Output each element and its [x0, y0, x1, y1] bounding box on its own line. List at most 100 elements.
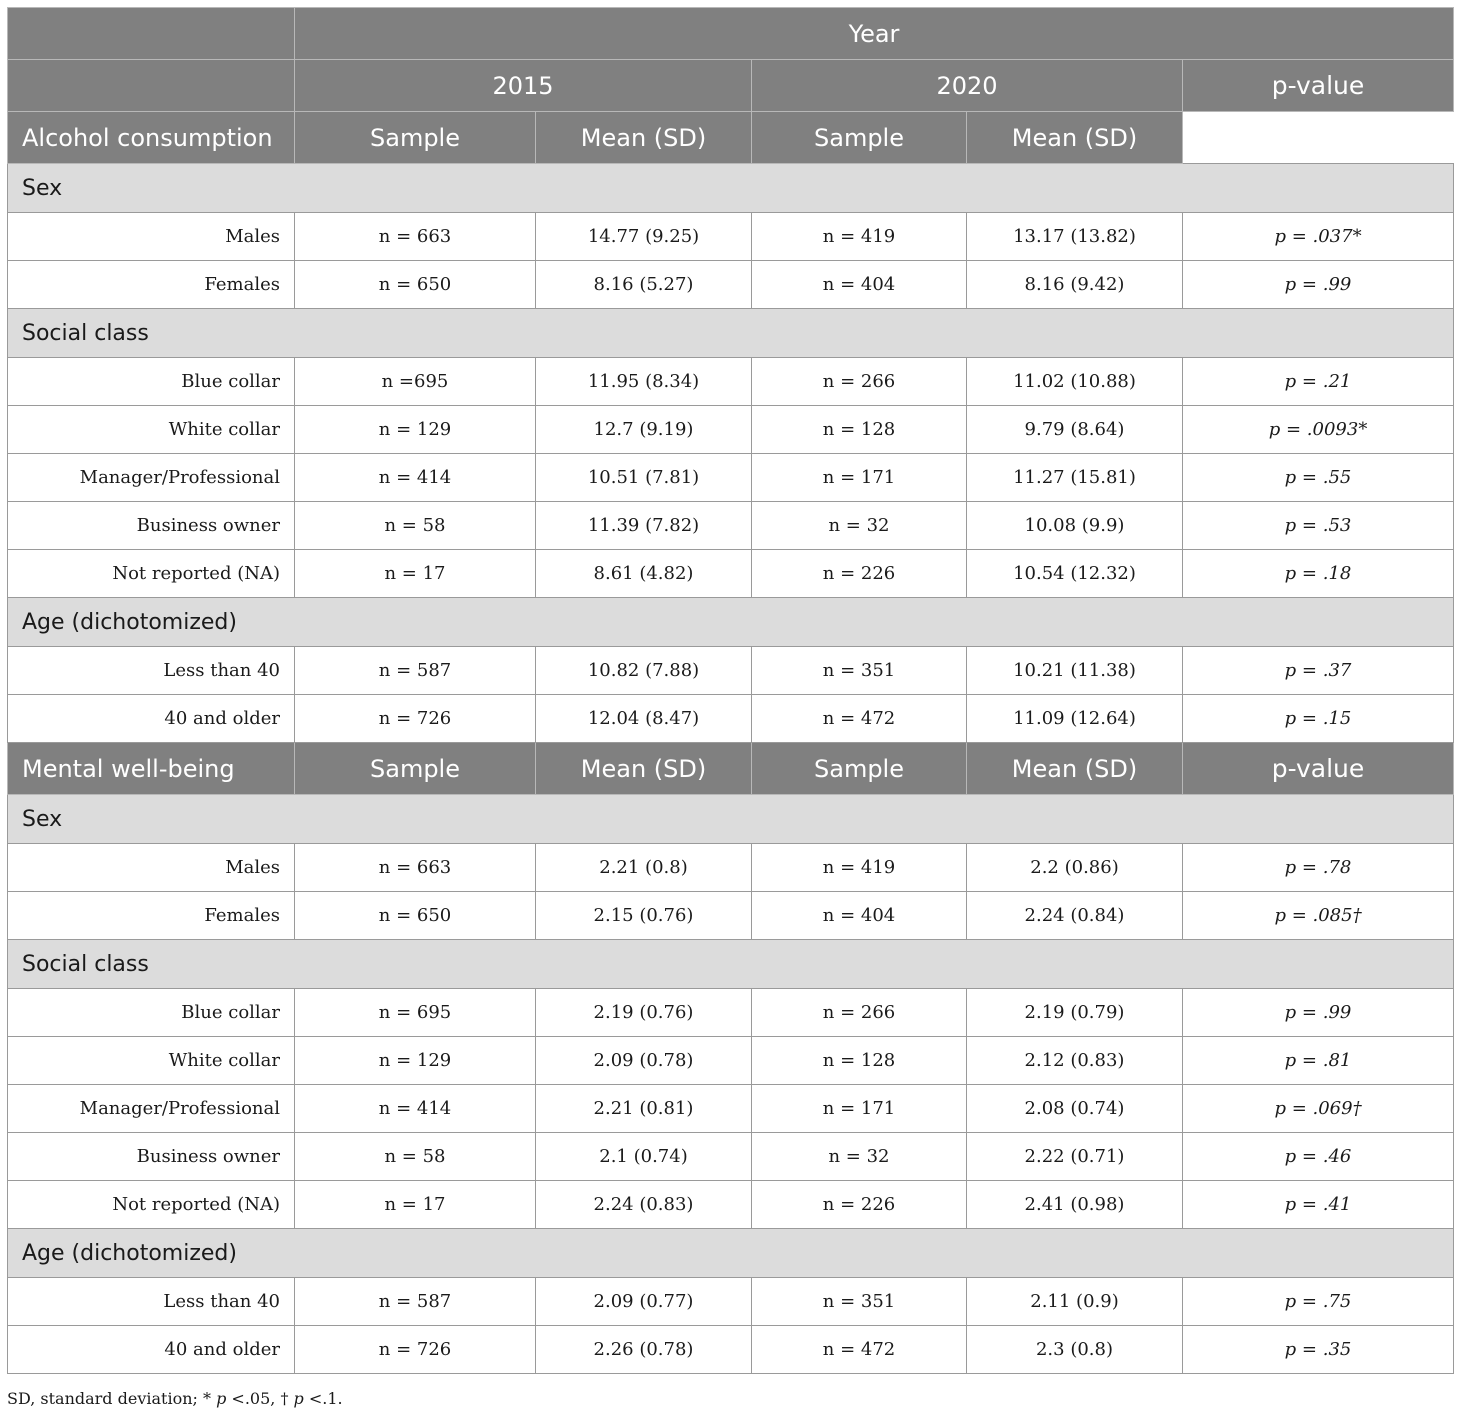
mean-sd-2020: 2.19 (0.79) [966, 988, 1183, 1037]
p-value: p = .37 [1181, 646, 1455, 695]
sample-2015: n = 695 [294, 988, 536, 1037]
mean-sd-2015: 8.61 (4.82) [535, 549, 752, 598]
sample-2015: n = 58 [294, 1132, 536, 1181]
table-row: Females n = 650 8.16 (5.27) n = 404 8.16 (9.… [7, 260, 1455, 309]
col-sample-2015: Sample [294, 111, 536, 164]
sample-2015: n = 650 [294, 260, 536, 309]
p-value: p = .55 [1181, 453, 1455, 502]
p-value: p = .53 [1181, 501, 1455, 550]
p-value: p = .75 [1181, 1277, 1455, 1326]
header-p-value: p-value [1181, 59, 1455, 112]
row-label: Blue collar [7, 357, 295, 406]
mean-sd-2020: 2.22 (0.71) [966, 1132, 1183, 1181]
table-row: Males n = 663 14.77 (9.25) n = 419 13.17 (13… [7, 212, 1455, 261]
row-label: Manager/Professional [7, 1084, 295, 1133]
p-value: p = .99 [1181, 988, 1455, 1037]
sample-2020: n = 32 [751, 1132, 967, 1181]
table-row: Manager/Professional n = 414 10.51 (7.81) n… [7, 453, 1455, 502]
row-label: Not reported (NA) [7, 549, 295, 598]
group-row: Social class [6, 308, 1455, 358]
mean-sd-2015: 2.21 (0.81) [535, 1084, 752, 1133]
section-header-row: Alcohol consumption Sample Mean (SD) Sample… [7, 111, 1454, 164]
sample-2015: n = 58 [294, 501, 536, 550]
mean-sd-2020: 2.3 (0.8) [966, 1325, 1183, 1374]
table-row: Males n = 663 2.21 (0.8) n = 419 2.2 (0.86) p… [7, 843, 1455, 892]
sample-2020: n = 266 [751, 357, 967, 406]
table-row: Less than 40 n = 587 2.09 (0.77) n = 351 2.1… [7, 1277, 1455, 1326]
section-header-row: Mental well-being Sample Mean (SD) Sample Me… [7, 742, 1455, 795]
header-2015: 2015 [294, 59, 752, 112]
col-mean-sd-2015: Mean (SD) [535, 111, 752, 164]
mean-sd-2020: 11.27 (15.81) [966, 453, 1183, 502]
p-value: p = .037* [1181, 212, 1455, 261]
table-row: Not reported (NA) n = 17 8.61 (4.82) n = 22… [7, 549, 1455, 598]
sample-2015: n = 726 [294, 694, 536, 743]
sample-2015: n = 129 [294, 1036, 536, 1085]
mean-sd-2015: 2.15 (0.76) [535, 891, 752, 940]
mean-sd-2015: 8.16 (5.27) [535, 260, 752, 309]
sample-2015: n = 414 [294, 453, 536, 502]
header-row-years: 2015 2020 p-value [7, 59, 1455, 112]
sample-2020: n = 32 [751, 501, 967, 550]
p-value: p = .18 [1181, 549, 1455, 598]
table-row: White collar n = 129 2.09 (0.78) n = 128 2.1… [7, 1036, 1455, 1085]
table-row: Blue collar n =695 11.95 (8.34) n = 266 11.0… [7, 357, 1455, 406]
p-value: p = .81 [1181, 1036, 1455, 1085]
row-label: 40 and older [7, 1325, 295, 1374]
sample-2020: n = 266 [751, 988, 967, 1037]
mean-sd-2020: 2.41 (0.98) [966, 1180, 1183, 1229]
sample-2015: n = 587 [294, 1277, 536, 1326]
sample-2015: n = 587 [294, 646, 536, 695]
group-label: Social class [6, 939, 1455, 989]
row-label: Not reported (NA) [7, 1180, 295, 1229]
p-value: p = .0093* [1181, 405, 1455, 454]
mean-sd-2020: 2.2 (0.86) [966, 843, 1183, 892]
col-sample-2020: Sample [751, 742, 967, 795]
sample-2020: n = 419 [751, 843, 967, 892]
p-value: p = .15 [1181, 694, 1455, 743]
table-row: Not reported (NA) n = 17 2.24 (0.83) n = 22… [7, 1180, 1455, 1229]
row-label: Females [7, 891, 295, 940]
row-label: Less than 40 [7, 1277, 295, 1326]
mean-sd-2020: 10.08 (9.9) [966, 501, 1183, 550]
sample-2020: n = 472 [751, 694, 967, 743]
sample-2015: n = 17 [294, 1180, 536, 1229]
group-row: Sex [6, 794, 1455, 844]
row-label: Business owner [7, 501, 295, 550]
row-label: Females [7, 260, 295, 309]
mean-sd-2015: 12.7 (9.19) [535, 405, 752, 454]
sample-2020: n = 226 [751, 1180, 967, 1229]
mean-sd-2015: 2.19 (0.76) [535, 988, 752, 1037]
col-mean-sd-2015: Mean (SD) [535, 742, 752, 795]
group-row: Social class [6, 939, 1455, 989]
group-row: Age (dichotomized) [6, 597, 1455, 647]
p-value: p = .069† [1181, 1084, 1455, 1133]
p-value: p = .78 [1181, 843, 1455, 892]
table-row: Less than 40 n = 587 10.82 (7.88) n = 351 10… [7, 646, 1455, 695]
mean-sd-2015: 14.77 (9.25) [535, 212, 752, 261]
table-row: 40 and older n = 726 12.04 (8.47) n = 472 11… [7, 694, 1455, 743]
table-footnote: SD, standard deviation; * p <.05, † p <.… [7, 1389, 343, 1408]
mean-sd-2015: 2.26 (0.78) [535, 1325, 752, 1374]
sample-2020: n = 128 [751, 405, 967, 454]
p-value: p = .46 [1181, 1132, 1455, 1181]
mean-sd-2020: 10.54 (12.32) [966, 549, 1183, 598]
mean-sd-2015: 10.51 (7.81) [535, 453, 752, 502]
sample-2020: n = 472 [751, 1325, 967, 1374]
mean-sd-2015: 2.1 (0.74) [535, 1132, 752, 1181]
group-row: Sex [6, 163, 1455, 213]
mean-sd-2015: 2.09 (0.77) [535, 1277, 752, 1326]
p-value: p = .21 [1181, 357, 1455, 406]
mean-sd-2020: 11.09 (12.64) [966, 694, 1183, 743]
mean-sd-2015: 2.21 (0.8) [535, 843, 752, 892]
row-label: 40 and older [7, 694, 295, 743]
row-label: Business owner [7, 1132, 295, 1181]
mean-sd-2020: 8.16 (9.42) [966, 260, 1183, 309]
sample-2015: n =695 [294, 357, 536, 406]
sample-2020: n = 404 [751, 891, 967, 940]
mean-sd-2015: 2.24 (0.83) [535, 1180, 752, 1229]
mean-sd-2015: 2.09 (0.78) [535, 1036, 752, 1085]
sample-2020: n = 351 [751, 1277, 967, 1326]
sample-2020: n = 171 [751, 1084, 967, 1133]
col-sample-2015: Sample [294, 742, 536, 795]
